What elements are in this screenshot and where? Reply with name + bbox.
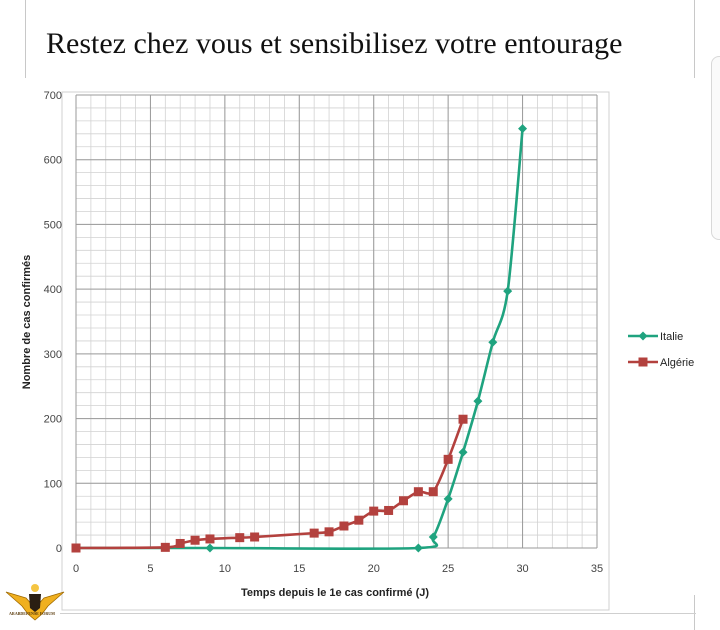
y-tick-label: 700 [44,90,62,102]
data-point-italie [458,447,468,457]
frame-left-border [25,0,26,78]
x-tick-label: 20 [368,563,380,575]
data-point-italie [473,396,483,406]
data-point-algrie [235,533,245,543]
series-algrie [71,414,468,553]
frame-bottom-border [60,613,696,614]
data-point-italie [413,543,423,553]
y-tick-label: 200 [44,414,62,426]
data-point-algrie [324,527,334,537]
data-point-algrie [443,454,453,464]
y-axis-title: Nombre de cas confirmés [21,255,33,390]
x-tick-label: 0 [73,563,79,575]
data-point-italie [518,124,528,134]
frame-right-border [694,0,695,78]
legend-item-algrie: Algérie [628,357,694,369]
legend-swatch-marker [638,357,648,367]
x-tick-label: 25 [442,563,454,575]
legend-swatch-marker [638,331,648,341]
banner-title: Restez chez vous et sensibilisez votre e… [46,27,623,60]
frame-right-border-lower [694,595,695,630]
data-point-algrie [413,487,423,497]
chart-series [71,124,528,553]
forum-logo-emblem [5,584,65,621]
x-axis-title: Temps depuis le 1e cas confirmé (J) [241,587,429,599]
x-tick-label: 15 [293,563,305,575]
data-point-italie [503,286,513,296]
chart-legend: Italie Algérie [628,331,694,369]
y-axis-ticks: 0 100 200 300 400 500 600 700 [44,90,62,555]
data-point-algrie [428,487,438,497]
data-point-algrie [384,505,394,515]
data-point-algrie [175,538,185,548]
y-tick-label: 500 [44,219,62,231]
x-tick-label: 5 [147,563,153,575]
data-point-algrie [190,535,200,545]
data-point-italie [205,543,215,553]
x-tick-label: 10 [219,563,231,575]
data-point-algrie [398,496,408,506]
data-point-algrie [160,542,170,552]
x-axis-ticks: 0 5 10 15 20 25 30 35 [73,563,603,575]
data-point-algrie [71,543,81,553]
y-tick-label: 400 [44,284,62,296]
data-point-algrie [354,515,364,525]
x-tick-label: 35 [591,563,603,575]
data-point-italie [428,532,438,542]
y-tick-label: 100 [44,478,62,490]
data-point-algrie [339,521,349,531]
y-tick-label: 300 [44,349,62,361]
data-point-algrie [369,506,379,516]
x-tick-label: 30 [516,563,528,575]
y-tick-label: 600 [44,155,62,167]
data-point-algrie [250,532,260,542]
chart-grid [75,94,598,549]
data-point-algrie [458,414,468,424]
data-point-algrie [309,528,319,538]
data-point-algrie [205,534,215,544]
side-card-edge [711,56,720,240]
y-tick-label: 0 [56,543,62,555]
legend-label: Algérie [660,357,694,369]
legend-label: Italie [660,331,683,343]
data-point-italie [488,337,498,347]
logo-text: ARABDEFENSE FORUM [9,611,55,616]
chart-area-border [61,91,610,611]
data-point-italie [443,494,453,504]
legend-item-italie: Italie [628,331,683,343]
